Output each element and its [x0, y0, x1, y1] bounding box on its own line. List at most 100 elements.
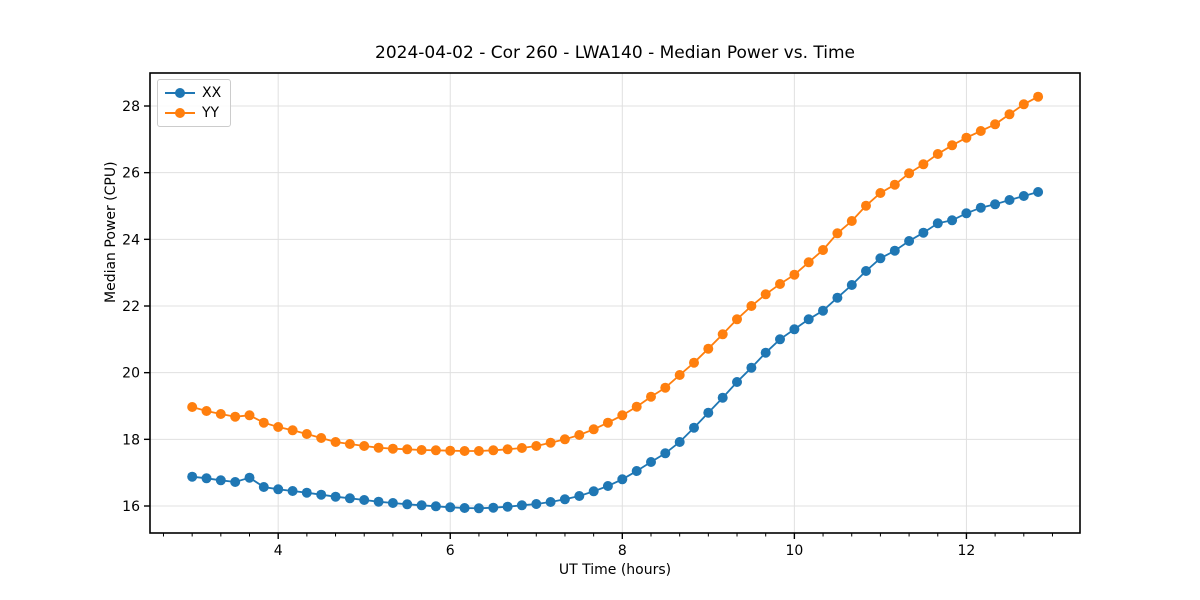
data-point	[703, 343, 714, 354]
data-point	[617, 410, 628, 421]
data-point	[660, 382, 671, 393]
gridlines	[150, 73, 1080, 533]
data-point	[316, 489, 327, 500]
y-tick-label: 24	[122, 232, 140, 248]
y-tick-label: 16	[122, 499, 140, 515]
data-point	[416, 500, 427, 511]
data-point	[531, 441, 542, 451]
data-point	[545, 497, 556, 507]
x-tick-label: 4	[274, 543, 283, 559]
data-point	[746, 301, 757, 311]
data-point	[1018, 99, 1029, 110]
data-point	[703, 407, 714, 418]
data-point	[387, 443, 398, 454]
data-point	[559, 434, 570, 445]
data-point	[215, 475, 226, 486]
data-point	[574, 491, 585, 501]
legend-item-xx: XX	[164, 84, 224, 102]
data-point	[344, 493, 355, 504]
data-point	[904, 168, 915, 179]
data-point	[789, 324, 800, 335]
legend-line-marker-icon	[165, 88, 195, 98]
data-point	[832, 228, 843, 239]
data-point	[488, 502, 499, 513]
x-tick-label: 8	[618, 543, 627, 559]
data-point	[732, 377, 742, 387]
y-tick-label: 22	[122, 299, 140, 315]
data-point	[301, 429, 312, 439]
series-yy	[187, 91, 1044, 456]
data-point	[861, 200, 871, 211]
data-point	[473, 446, 484, 456]
data-point	[760, 289, 771, 300]
data-point	[646, 457, 656, 467]
x-axis-label: UT Time (hours)	[558, 562, 672, 578]
data-point	[889, 245, 900, 256]
data-point	[287, 486, 298, 496]
data-point	[602, 481, 613, 491]
data-point	[574, 430, 585, 440]
data-point	[430, 501, 441, 512]
data-point	[387, 498, 398, 508]
data-point	[689, 357, 699, 368]
data-point	[588, 486, 599, 497]
data-point	[732, 314, 742, 325]
data-point	[402, 444, 413, 455]
data-point	[760, 347, 771, 358]
data-point	[445, 502, 456, 513]
legend-line-marker-icon	[165, 108, 195, 118]
data-point	[287, 425, 298, 436]
data-point	[789, 269, 800, 280]
data-point	[775, 334, 785, 345]
data-point	[201, 473, 212, 484]
data-point	[244, 472, 255, 483]
x-tick-label: 12	[958, 543, 976, 559]
data-point	[975, 202, 986, 213]
data-point	[918, 227, 929, 238]
x-tick-label: 6	[446, 543, 455, 559]
data-point	[1033, 91, 1044, 102]
data-point	[187, 471, 198, 482]
data-point	[947, 215, 958, 226]
data-point	[215, 409, 226, 419]
data-point	[631, 466, 642, 476]
data-point	[889, 179, 900, 190]
data-point	[1004, 195, 1015, 205]
data-point	[617, 474, 628, 485]
data-point	[689, 422, 699, 433]
y-tick-label: 26	[122, 166, 140, 182]
data-point	[230, 477, 241, 487]
data-point	[775, 279, 785, 289]
data-point	[330, 491, 341, 502]
data-point	[459, 446, 470, 456]
data-point	[646, 391, 656, 402]
data-point	[602, 417, 613, 428]
axes-background	[150, 73, 1080, 533]
data-point	[359, 495, 370, 505]
data-point	[488, 445, 499, 456]
data-point	[187, 402, 198, 412]
data-point	[717, 329, 728, 340]
y-tick-label: 20	[122, 366, 140, 382]
data-point	[818, 245, 828, 255]
data-point	[588, 424, 599, 435]
data-point	[990, 199, 1001, 210]
data-point	[990, 119, 1001, 130]
data-point	[502, 444, 513, 455]
axes-spines	[149, 72, 1081, 534]
data-point	[359, 441, 370, 451]
data-point	[330, 437, 341, 447]
legend: XX YY	[157, 79, 231, 127]
data-point	[373, 496, 384, 507]
data-point	[244, 410, 255, 421]
data-point	[545, 437, 556, 448]
data-point	[502, 501, 513, 512]
data-point	[559, 494, 570, 505]
data-point	[746, 362, 757, 373]
data-point	[1033, 187, 1044, 197]
data-point	[258, 482, 269, 492]
data-point	[961, 132, 972, 143]
data-point	[516, 500, 527, 511]
